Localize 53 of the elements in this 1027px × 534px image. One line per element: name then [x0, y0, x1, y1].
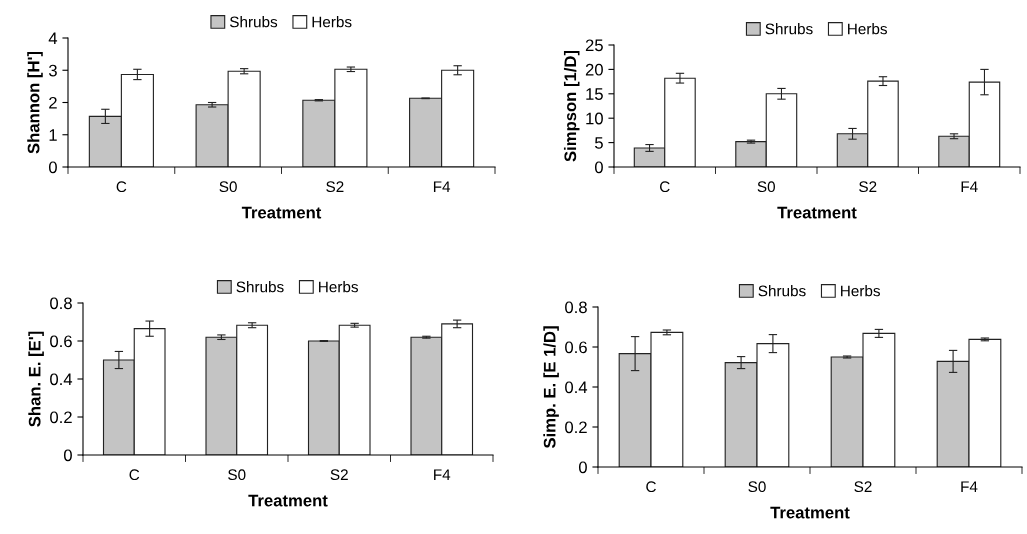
- x-axis-title: Treatment: [248, 494, 328, 507]
- y-tick-label: 4: [48, 32, 58, 45]
- y-tick-label: 20: [585, 63, 603, 76]
- x-tick-label: F4: [433, 181, 451, 192]
- y-tick-label: 0: [594, 161, 603, 174]
- y-tick-label: 10: [586, 112, 603, 125]
- y-axis-title: Shannon [H']: [27, 51, 43, 154]
- x-axis-title: Treatment: [770, 506, 850, 519]
- y-tick-label: 0.6: [50, 335, 72, 348]
- y-axis-title: Simp. E. [E 1/D]: [543, 326, 559, 449]
- x-tick-label: C: [646, 481, 656, 493]
- x-axis-title: Treatment: [777, 206, 857, 219]
- y-tick-label: 0.2: [565, 421, 587, 434]
- y-tick-label: 0.8: [565, 301, 587, 314]
- legend-label: Shrubs: [765, 23, 813, 35]
- legend-label: Shrubs: [236, 281, 284, 293]
- x-tick-label: C: [116, 181, 127, 193]
- legend-label: Herbs: [848, 23, 887, 35]
- y-tick-label: 0: [48, 161, 57, 174]
- y-axis-title: Shan. E. [E']: [28, 331, 44, 427]
- x-tick-label: F4: [961, 181, 978, 192]
- x-tick-label: S0: [748, 481, 766, 493]
- legend-label: Shrubs: [229, 16, 278, 28]
- x-axis-title: Treatment: [241, 206, 322, 219]
- y-tick-label: 3: [48, 64, 57, 77]
- x-tick-label: F4: [434, 469, 451, 480]
- x-tick-label: S0: [757, 181, 775, 193]
- x-tick-label: C: [660, 181, 670, 193]
- x-tick-label: S2: [330, 469, 348, 481]
- y-tick-label: 15: [586, 88, 603, 100]
- y-tick-label: 0.8: [50, 297, 72, 310]
- x-tick-label: C: [129, 469, 140, 481]
- legend-label: Herbs: [312, 16, 352, 28]
- legend-label: Shrubs: [758, 285, 806, 297]
- x-tick-label: S0: [219, 181, 237, 193]
- x-tick-label: S0: [228, 469, 246, 481]
- y-tick-label: 5: [594, 137, 603, 149]
- legend-label: Herbs: [841, 285, 880, 297]
- x-tick-label: S2: [326, 181, 344, 193]
- legend-label: Herbs: [319, 281, 358, 293]
- y-tick-label: 0: [578, 461, 587, 474]
- x-tick-label: F4: [961, 481, 978, 492]
- y-tick-label: 25: [585, 39, 603, 52]
- y-tick-label: 1: [49, 129, 57, 141]
- x-tick-label: S2: [859, 181, 877, 193]
- y-tick-label: 0: [63, 449, 72, 462]
- y-tick-label: 0.6: [565, 341, 587, 354]
- x-tick-label: S2: [854, 481, 872, 493]
- y-tick-label: 0.2: [50, 411, 72, 424]
- y-tick-label: 2: [49, 96, 57, 109]
- y-axis-title: Simpson [1/D]: [563, 50, 580, 162]
- y-tick-label: 0.4: [50, 373, 73, 386]
- y-tick-label: 0.4: [565, 381, 588, 394]
